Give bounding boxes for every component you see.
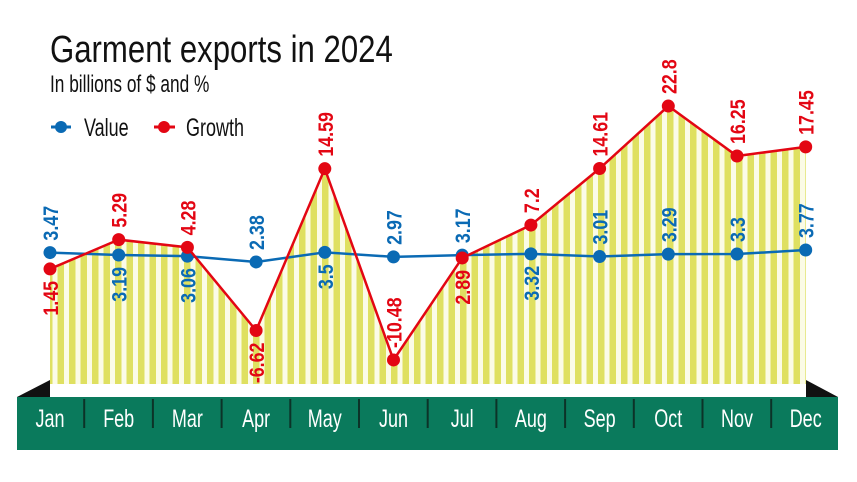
growth-line (49, 104, 806, 363)
growth-point (387, 353, 400, 367)
growth-data-label: 14.61 (589, 112, 613, 157)
growth-data-label: 1.45 (40, 281, 64, 316)
growth-point (43, 262, 57, 276)
value-point (524, 247, 538, 261)
x-tick-label: May (308, 404, 342, 433)
growth-area (50, 106, 806, 384)
growth-point (661, 99, 675, 113)
growth-point (730, 149, 744, 163)
growth-point (593, 162, 607, 176)
growth-data-label: -6.62 (246, 342, 270, 383)
growth-point (455, 251, 469, 265)
growth-point (799, 140, 813, 154)
growth-data-label: -10.48 (383, 297, 407, 348)
growth-point (318, 162, 332, 176)
value-point (112, 248, 126, 262)
value-data-label: 3.77 (795, 203, 819, 238)
growth-data-label: 2.89 (452, 270, 476, 305)
axis-corner-right (806, 380, 838, 397)
value-data-label: 3.17 (452, 208, 476, 243)
legend-dot-value (55, 121, 67, 133)
value-data-label: 3.29 (658, 207, 682, 242)
value-point (249, 255, 263, 269)
x-tick-label: Oct (654, 404, 682, 433)
value-data-label: 3.19 (108, 267, 132, 302)
chart-subtitle: In billions of $ and % (50, 71, 209, 97)
value-data-label: 3.32 (521, 266, 545, 301)
growth-data-label: 14.59 (314, 112, 338, 157)
growth-point (249, 324, 263, 338)
legend-dot-growth (158, 121, 170, 133)
x-tick-label: Mar (172, 404, 203, 433)
growth-point (524, 218, 538, 232)
growth-data-label: 16.25 (727, 99, 751, 144)
value-point (661, 247, 675, 261)
value-point (387, 250, 400, 264)
x-tick-label: Jul (451, 404, 474, 433)
legend-label-growth: Growth (186, 113, 244, 142)
x-tick-label: Nov (721, 404, 753, 433)
growth-data-label: 17.45 (795, 90, 819, 135)
axis-corner-left (17, 380, 50, 397)
legend: Value Growth (51, 113, 244, 142)
legend-item-growth: Growth (154, 113, 244, 142)
x-tick-label: Aug (515, 404, 547, 433)
value-point (799, 243, 813, 257)
value-data-label: 3.47 (40, 206, 64, 241)
value-line (49, 248, 806, 264)
growth-point (112, 233, 126, 247)
growth-data-label: 4.28 (177, 200, 201, 235)
x-tick-label: Feb (103, 404, 134, 433)
value-point (43, 246, 57, 260)
value-data-label: 2.38 (246, 215, 270, 250)
value-data-label: 3.5 (314, 264, 338, 289)
value-point (730, 247, 744, 261)
growth-data-label: 22.8 (658, 59, 682, 94)
legend-item-value: Value (51, 113, 129, 142)
x-tick-label: Jan (36, 404, 65, 433)
x-tick-label: Sep (584, 404, 616, 433)
x-tick-label: Apr (242, 404, 270, 433)
value-data-label: 3.06 (177, 268, 201, 303)
value-point (318, 245, 332, 259)
x-tick-label: Dec (790, 404, 822, 433)
value-point (593, 250, 607, 264)
x-tick-label: Jun (379, 404, 408, 433)
value-data-label: 3.01 (589, 210, 613, 245)
legend-label-value: Value (84, 113, 129, 142)
chart-title: Garment exports in 2024 (50, 29, 393, 71)
value-data-label: 2.97 (383, 210, 407, 245)
growth-data-label: 7.2 (521, 188, 545, 213)
value-data-label: 3.3 (727, 217, 751, 242)
growth-point (180, 240, 194, 254)
growth-data-label: 5.29 (108, 193, 132, 228)
